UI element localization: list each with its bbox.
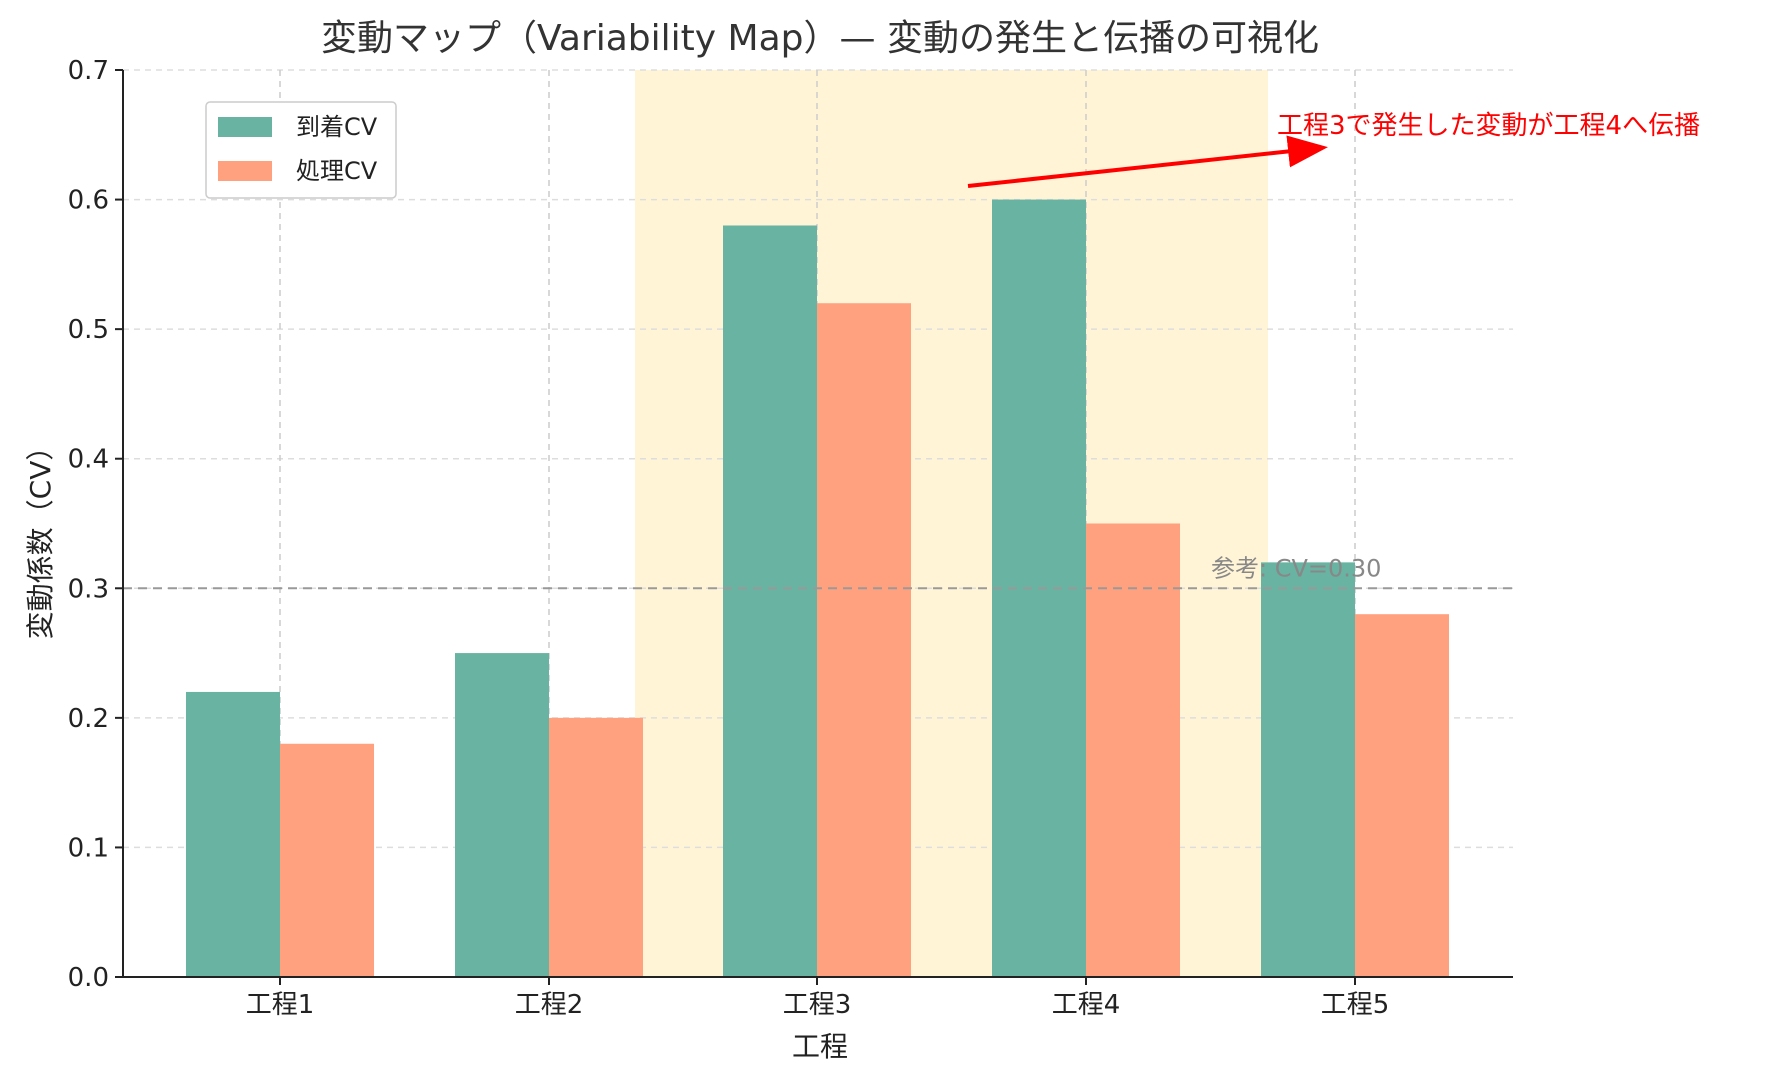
y-tick-label: 0.4 — [68, 445, 109, 475]
x-tick-label: 工程1 — [246, 990, 315, 1020]
bar-processing-5 — [1355, 614, 1449, 977]
reference-line-label: 参考: CV=0.30 — [1211, 554, 1381, 582]
annotation-text: 工程3で発生した変動が工程4へ伝播 — [1277, 111, 1700, 141]
bar-processing-2 — [549, 717, 643, 977]
bar-processing-1 — [280, 743, 374, 977]
y-tick-label: 0.7 — [68, 56, 109, 86]
y-tick-label: 0.5 — [68, 315, 109, 345]
y-tick-label: 0.1 — [68, 833, 109, 863]
x-tick-label: 工程2 — [515, 990, 584, 1020]
x-tick-label: 工程3 — [783, 990, 852, 1020]
y-tick-labels: 0.0 0.1 0.2 0.3 0.4 0.5 0.6 0.7 — [68, 56, 123, 993]
bar-arrival-1 — [186, 691, 280, 977]
annotation-arrow — [967, 135, 1328, 188]
legend-swatch-processing — [218, 161, 272, 181]
bar-arrival-2 — [455, 653, 549, 977]
bar-processing-3 — [817, 303, 911, 977]
bar-arrival-3 — [723, 225, 817, 977]
x-tick-labels: 工程1 工程2 工程3 工程4 工程5 — [246, 977, 1390, 1020]
x-tick-label: 工程4 — [1052, 990, 1121, 1020]
x-axis-label: 工程 — [792, 1030, 848, 1063]
legend-label-arrival: 到着CV — [296, 113, 378, 141]
chart-title: 変動マップ（Variability Map）— 変動の発生と伝播の可視化 — [321, 18, 1319, 59]
x-tick-label: 工程5 — [1321, 990, 1390, 1020]
y-tick-label: 0.2 — [68, 704, 109, 734]
y-tick-label: 0.0 — [68, 963, 109, 993]
y-tick-label: 0.6 — [68, 186, 109, 216]
bar-arrival-5 — [1261, 562, 1355, 977]
bars — [186, 199, 1449, 978]
y-axis-label: 変動係数（CV） — [24, 433, 57, 640]
y-tick-label: 0.3 — [68, 574, 109, 604]
legend-label-processing: 処理CV — [296, 157, 378, 185]
legend-swatch-arrival — [218, 117, 272, 137]
legend: 到着CV 処理CV — [205, 101, 397, 199]
bar-processing-4 — [1086, 523, 1180, 977]
